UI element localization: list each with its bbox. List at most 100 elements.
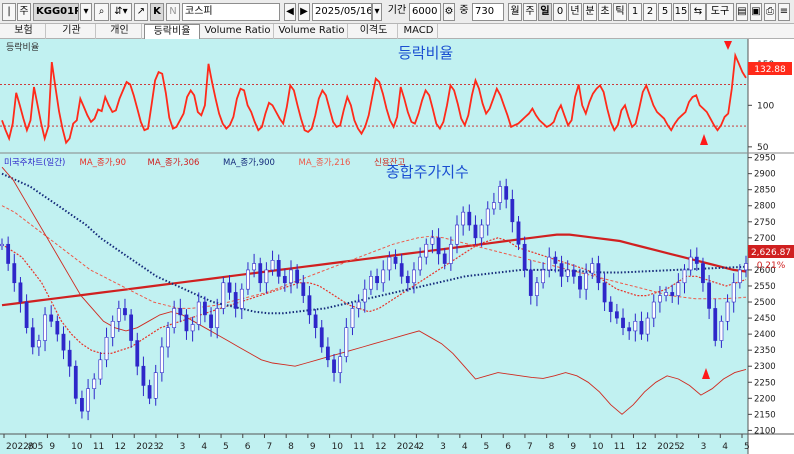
price-candle[interactable] bbox=[332, 359, 336, 373]
price-candle[interactable] bbox=[98, 359, 103, 380]
price-candle[interactable] bbox=[479, 224, 484, 239]
price-candle[interactable] bbox=[36, 340, 41, 348]
price-candle[interactable] bbox=[184, 314, 189, 332]
price-candle[interactable] bbox=[412, 269, 416, 284]
price-candle[interactable] bbox=[80, 398, 84, 412]
price-candle[interactable] bbox=[289, 269, 293, 284]
price-candle[interactable] bbox=[116, 308, 121, 322]
k-button[interactable]: K bbox=[150, 3, 164, 21]
price-candle[interactable] bbox=[707, 282, 712, 309]
symbol-name-field[interactable]: 코스피 bbox=[182, 3, 280, 21]
price-candle[interactable] bbox=[12, 263, 17, 284]
tab-3[interactable]: 등락비율 bbox=[144, 24, 200, 39]
price-candle[interactable] bbox=[658, 295, 662, 303]
price-candle[interactable] bbox=[473, 224, 478, 239]
price-candle[interactable] bbox=[467, 211, 472, 226]
price-candle[interactable] bbox=[694, 256, 699, 264]
price-candle[interactable] bbox=[676, 282, 681, 296]
period-input[interactable]: 6000 bbox=[409, 3, 441, 21]
price-candle[interactable] bbox=[522, 243, 527, 271]
price-candle[interactable] bbox=[553, 256, 558, 264]
calendar-icon[interactable]: ▾ bbox=[372, 3, 382, 21]
price-candle[interactable] bbox=[559, 263, 564, 277]
price-candle[interactable] bbox=[424, 243, 429, 258]
price-candle[interactable] bbox=[110, 320, 115, 338]
price-candle[interactable] bbox=[276, 260, 281, 277]
price-candle[interactable] bbox=[344, 327, 349, 357]
price-candle[interactable] bbox=[18, 282, 23, 303]
price-candle[interactable] bbox=[313, 314, 318, 328]
price-candle[interactable] bbox=[24, 301, 29, 328]
price-candle[interactable] bbox=[645, 317, 650, 335]
price-candle[interactable] bbox=[602, 282, 607, 303]
price-candle[interactable] bbox=[528, 269, 533, 296]
price-candle[interactable] bbox=[461, 211, 466, 226]
date-input[interactable]: 2025/05/16 bbox=[312, 3, 372, 21]
ma-line-4[interactable] bbox=[1, 205, 747, 309]
price-candle[interactable] bbox=[535, 282, 539, 296]
sort-icon[interactable]: ⇵▾ bbox=[110, 3, 132, 21]
price-candle[interactable] bbox=[252, 263, 256, 271]
price-candle[interactable] bbox=[172, 308, 177, 328]
price-candle[interactable] bbox=[295, 269, 300, 284]
price-candle[interactable] bbox=[325, 346, 330, 361]
price-candle[interactable] bbox=[55, 320, 60, 335]
n-button[interactable]: N bbox=[166, 3, 180, 21]
adr-series-line[interactable] bbox=[1, 52, 747, 145]
price-candle[interactable] bbox=[73, 365, 78, 399]
price-candle[interactable] bbox=[104, 337, 109, 361]
price-candle[interactable] bbox=[258, 263, 263, 284]
symbol-input[interactable]: KGG01P bbox=[33, 3, 79, 21]
price-candle[interactable] bbox=[682, 269, 687, 284]
price-candle[interactable] bbox=[319, 327, 324, 348]
price-candle[interactable] bbox=[516, 221, 521, 245]
timeframe-button[interactable]: 주 bbox=[523, 3, 537, 21]
timeframe-adjust-icon[interactable]: ⇆ bbox=[690, 3, 706, 21]
price-candle[interactable] bbox=[387, 256, 392, 271]
price-candle[interactable] bbox=[221, 282, 226, 309]
price-candle[interactable] bbox=[639, 320, 644, 335]
price-candle[interactable] bbox=[504, 186, 509, 200]
price-candle[interactable] bbox=[67, 349, 72, 367]
timeframe-button[interactable]: 틱 bbox=[613, 3, 627, 21]
price-candle[interactable] bbox=[670, 292, 675, 296]
timeframe-button[interactable]: 1 bbox=[628, 3, 642, 21]
tab-5[interactable]: Volume Ratio bbox=[276, 24, 348, 39]
price-candle[interactable] bbox=[362, 288, 367, 303]
price-candle[interactable] bbox=[430, 237, 435, 245]
price-candle[interactable] bbox=[203, 301, 207, 316]
price-candle[interactable] bbox=[49, 314, 54, 322]
tab-0[interactable]: 보험 bbox=[2, 24, 46, 39]
save-icon[interactable]: ▣ bbox=[750, 3, 762, 21]
price-candle[interactable] bbox=[608, 301, 613, 312]
price-candle[interactable] bbox=[418, 256, 423, 271]
price-candle[interactable] bbox=[578, 276, 582, 290]
price-candle[interactable] bbox=[442, 253, 447, 264]
price-candle[interactable] bbox=[614, 311, 619, 319]
chart-area[interactable]: 50100150 등락비율 등락비율 132.88 21002150220022… bbox=[0, 39, 794, 454]
price-candle[interactable] bbox=[147, 385, 152, 399]
ma-line-1[interactable] bbox=[1, 237, 747, 354]
price-candle[interactable] bbox=[301, 282, 306, 296]
price-candle[interactable] bbox=[448, 243, 453, 264]
price-candle[interactable] bbox=[129, 314, 134, 341]
price-candle[interactable] bbox=[744, 263, 748, 271]
timeframe-button[interactable]: 0 bbox=[553, 3, 567, 21]
search-icon[interactable]: ⌕ bbox=[94, 3, 109, 21]
price-candle[interactable] bbox=[178, 308, 183, 316]
price-candle[interactable] bbox=[405, 276, 410, 284]
count-input[interactable]: 730 bbox=[472, 3, 504, 21]
price-candle[interactable] bbox=[713, 308, 718, 341]
price-candle[interactable] bbox=[166, 327, 170, 348]
price-candle[interactable] bbox=[307, 295, 312, 316]
price-candle[interactable] bbox=[153, 372, 158, 399]
price-candle[interactable] bbox=[571, 269, 576, 277]
prev-date-icon[interactable]: ◀ bbox=[284, 3, 296, 21]
price-candle[interactable] bbox=[190, 324, 195, 332]
price-candle[interactable] bbox=[627, 327, 632, 332]
price-candle[interactable] bbox=[0, 243, 4, 247]
timeframe-button[interactable]: 5 bbox=[658, 3, 672, 21]
tab-1[interactable]: 기관 bbox=[48, 24, 96, 39]
price-candle[interactable] bbox=[565, 269, 570, 277]
price-candle[interactable] bbox=[123, 308, 127, 316]
